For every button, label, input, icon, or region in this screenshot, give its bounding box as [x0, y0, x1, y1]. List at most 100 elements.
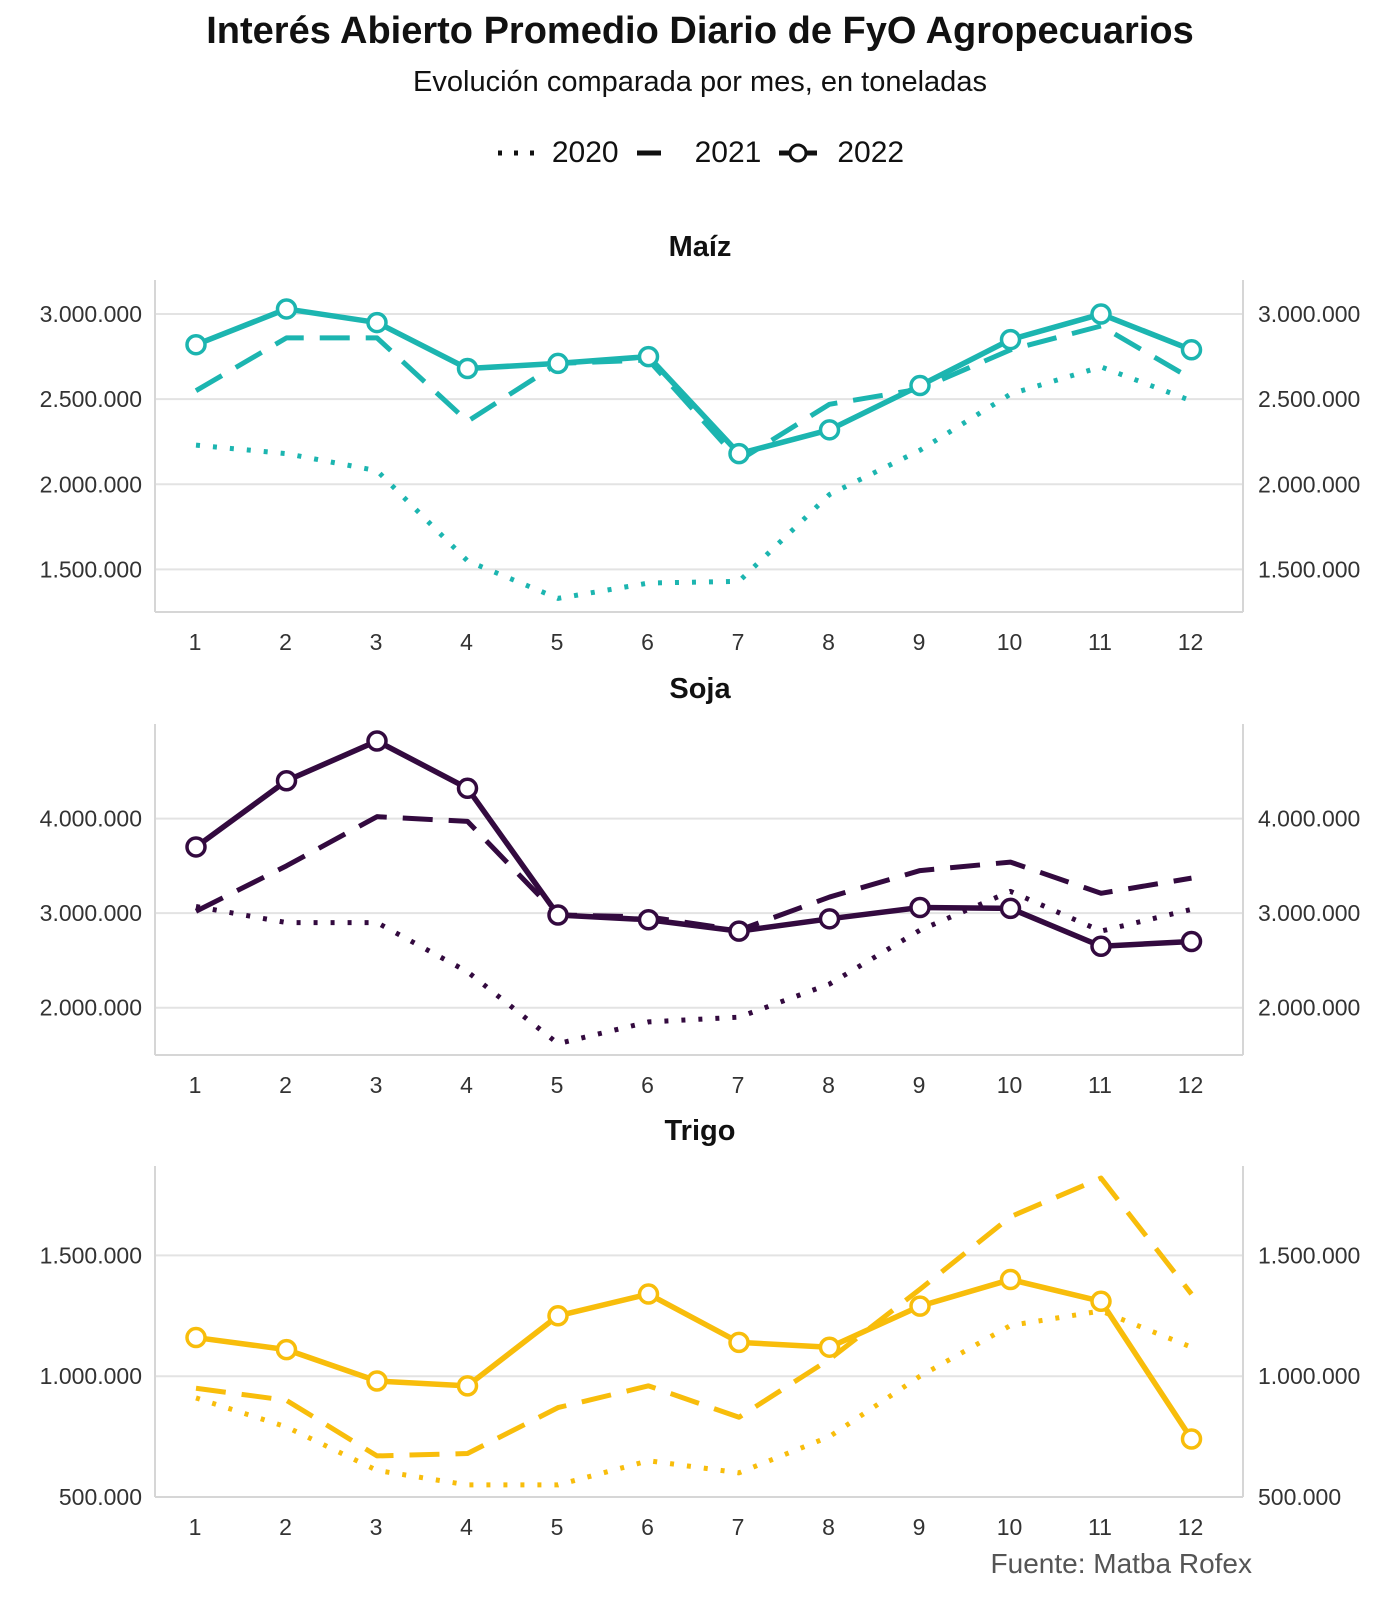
x-tick-maiz: 5: [551, 629, 564, 655]
x-tick-trigo: 7: [732, 1514, 745, 1540]
legend: 2020 2021 2022: [0, 136, 1400, 170]
x-tick-trigo: 10: [997, 1514, 1023, 1540]
series-line-maiz-2020: [195, 364, 1193, 601]
data-point-soja-2022: [275, 769, 298, 792]
x-tick-maiz: 6: [641, 629, 654, 655]
data-point-maiz-2022: [728, 442, 750, 465]
x-tick-soja: 12: [1178, 1072, 1204, 1098]
x-tick-soja: 9: [913, 1072, 926, 1098]
x-tick-trigo: 8: [822, 1514, 835, 1540]
data-point-maiz-2022: [275, 298, 298, 320]
data-point-maiz-2022: [909, 374, 931, 397]
chart-subtitle: Evolución comparada por mes, en tonelada…: [413, 66, 987, 98]
data-point-soja-2022: [1180, 930, 1203, 953]
x-tick-maiz: 10: [997, 629, 1023, 655]
x-tick-trigo: 4: [460, 1514, 473, 1540]
data-point-soja-2022: [637, 909, 660, 931]
x-tick-trigo: 5: [551, 1514, 564, 1540]
series-line-trigo-2020: [195, 1308, 1193, 1488]
legend-item-2022: 2022: [777, 136, 904, 170]
x-tick-soja: 6: [641, 1072, 654, 1098]
data-point-soja-2022: [999, 897, 1022, 920]
series-line-maiz-2022: [194, 306, 1193, 457]
data-point-soja-2022: [547, 904, 569, 926]
x-tick-trigo: 3: [370, 1514, 383, 1540]
facet-title-maiz: Maíz: [669, 231, 732, 263]
legend-item-2021: 2021: [635, 136, 762, 170]
legend-dotted-line-icon: [497, 150, 534, 156]
data-point-trigo-2022: [185, 1326, 207, 1349]
y-tick-left-trigo: 1.500.000: [40, 1242, 142, 1268]
y-tick-right-trigo: 500.000: [1258, 1484, 1341, 1510]
data-point-maiz-2022: [1180, 339, 1203, 361]
source-note: Fuente: Matba Rofex: [990, 1548, 1252, 1579]
data-point-maiz-2022: [366, 311, 388, 334]
data-point-trigo-2022: [637, 1283, 660, 1305]
data-point-maiz-2022: [999, 328, 1022, 351]
y-tick-right-soja: 3.000.000: [1258, 900, 1360, 926]
x-tick-maiz: 12: [1178, 629, 1204, 655]
data-point-soja-2022: [456, 777, 479, 800]
x-tick-maiz: 2: [279, 629, 292, 655]
data-point-trigo-2022: [1090, 1290, 1112, 1313]
x-tick-maiz: 7: [732, 629, 745, 655]
x-tick-soja: 1: [189, 1072, 202, 1098]
y-tick-left-trigo: 1.000.000: [40, 1363, 142, 1389]
y-tick-right-maiz: 3.000.000: [1258, 301, 1360, 327]
y-tick-left-soja: 4.000.000: [40, 806, 142, 832]
x-tick-maiz: 8: [822, 629, 835, 655]
data-point-trigo-2022: [456, 1375, 479, 1397]
x-tick-trigo: 12: [1178, 1514, 1204, 1540]
y-tick-right-maiz: 2.000.000: [1258, 471, 1360, 497]
facet-title-soja: Soja: [669, 673, 731, 705]
series-line-trigo-2022: [195, 1276, 1194, 1441]
legend-label-2020: 2020: [551, 136, 619, 169]
data-point-trigo-2022: [275, 1338, 298, 1361]
y-tick-left-soja: 3.000.000: [40, 900, 142, 926]
data-point-soja-2022: [728, 920, 750, 942]
x-tick-soja: 7: [732, 1072, 745, 1098]
legend-label-2022: 2022: [837, 136, 905, 169]
facet-title-trigo: Trigo: [665, 1115, 736, 1147]
x-tick-maiz: 11: [1088, 629, 1112, 655]
y-tick-left-maiz: 3.000.000: [40, 301, 142, 327]
x-tick-soja: 10: [997, 1072, 1023, 1098]
y-tick-left-soja: 2.000.000: [40, 995, 142, 1021]
y-tick-left-maiz: 2.500.000: [40, 386, 142, 412]
y-tick-right-soja: 2.000.000: [1258, 995, 1360, 1021]
x-tick-soja: 5: [551, 1072, 564, 1098]
y-tick-right-trigo: 1.500.000: [1258, 1242, 1360, 1268]
x-tick-maiz: 1: [189, 629, 202, 655]
legend-circle-line-icon: [779, 143, 818, 163]
data-point-trigo-2022: [818, 1336, 841, 1358]
data-point-soja-2022: [818, 908, 841, 930]
data-point-soja-2022: [909, 896, 931, 919]
x-tick-trigo: 2: [279, 1514, 292, 1540]
x-tick-trigo: 9: [913, 1514, 926, 1540]
legend-dashed-line-icon: [636, 150, 661, 156]
x-tick-trigo: 11: [1088, 1514, 1112, 1540]
x-tick-trigo: 6: [641, 1514, 654, 1540]
x-tick-soja: 4: [460, 1072, 473, 1098]
x-tick-soja: 2: [279, 1072, 292, 1098]
data-point-trigo-2022: [547, 1305, 569, 1327]
y-tick-right-maiz: 2.500.000: [1258, 386, 1360, 412]
data-point-trigo-2022: [999, 1268, 1022, 1291]
x-tick-soja: 3: [370, 1072, 383, 1098]
data-point-trigo-2022: [366, 1370, 388, 1392]
legend-label-2021: 2021: [694, 136, 762, 169]
data-point-trigo-2022: [909, 1295, 931, 1317]
y-tick-right-soja: 4.000.000: [1258, 806, 1360, 832]
y-tick-left-maiz: 2.000.000: [40, 471, 142, 497]
y-tick-left-trigo: 500.000: [59, 1484, 142, 1510]
y-tick-left-maiz: 1.500.000: [40, 556, 142, 582]
data-point-soja-2022: [366, 730, 388, 752]
data-point-maiz-2022: [637, 345, 660, 368]
data-point-soja-2022: [1090, 935, 1112, 957]
data-point-maiz-2022: [818, 419, 841, 441]
series-line-soja-2022: [194, 738, 1192, 949]
x-tick-soja: 8: [822, 1072, 835, 1098]
x-tick-trigo: 1: [189, 1514, 202, 1540]
chart-title: Interés Abierto Promedio Diario de FyO A…: [206, 10, 1194, 52]
